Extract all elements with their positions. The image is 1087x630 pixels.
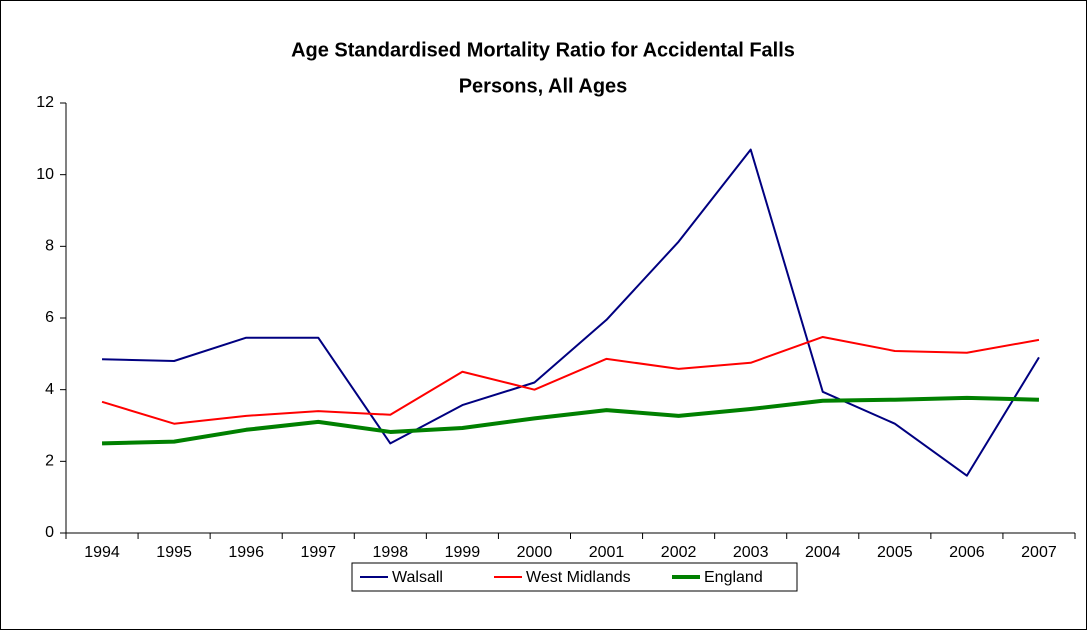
legend-label: Walsall <box>392 569 443 586</box>
legend-box <box>351 562 798 592</box>
y-tick-label: 12 <box>36 94 54 111</box>
x-tick-label: 2004 <box>805 544 841 561</box>
x-tick-label: 1999 <box>445 544 481 561</box>
x-tick-label: 1996 <box>228 544 264 561</box>
x-tick-label: 2003 <box>733 544 769 561</box>
x-tick-label: 1995 <box>156 544 192 561</box>
x-tick-label: 1998 <box>373 544 409 561</box>
x-tick-label: 2006 <box>949 544 985 561</box>
y-tick-label: 6 <box>45 309 54 326</box>
x-tick-label: 2000 <box>517 544 553 561</box>
series-line <box>101 335 1040 425</box>
legend-label: West Midlands <box>526 569 631 586</box>
chart-title: Age Standardised Mortality Ratio for Acc… <box>291 39 795 61</box>
legend-label: England <box>704 569 763 586</box>
chart-subtitle: Persons, All Ages <box>459 75 628 97</box>
series-line <box>102 148 1040 477</box>
x-tick-label: 1994 <box>84 544 120 561</box>
x-tick-label: 2007 <box>1021 544 1057 561</box>
series-line <box>101 395 1040 446</box>
x-tick-label: 2002 <box>661 544 697 561</box>
y-tick-label: 0 <box>45 524 54 541</box>
y-tick-label: 8 <box>45 238 54 255</box>
y-tick-label: 4 <box>45 381 54 398</box>
y-tick-label: 10 <box>36 166 54 183</box>
x-tick-label: 2001 <box>589 544 625 561</box>
x-tick-label: 2005 <box>877 544 913 561</box>
y-tick-label: 2 <box>45 453 54 470</box>
x-tick-label: 1997 <box>300 544 336 561</box>
